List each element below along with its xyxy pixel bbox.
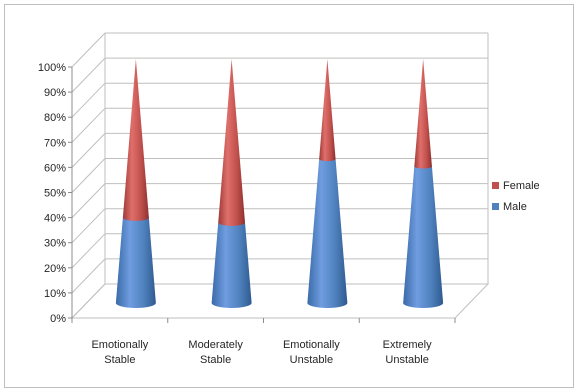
gridline-side [71,258,106,294]
male-segment [115,214,156,308]
legend-swatch-female [492,182,499,189]
male-segment [211,219,252,308]
y-tick-label: 20% [44,263,66,275]
cone-2 [307,59,348,308]
chart-floor [70,283,490,319]
gridline-side [71,32,106,68]
gridline-side [71,107,106,143]
y-tick-label: 70% [44,137,66,149]
cone-3 [403,59,444,308]
female-segment [414,59,432,169]
gridline-side [71,183,106,218]
gridline-side [71,233,106,269]
cone-1 [211,59,252,308]
x-category-label: Emotionally Unstable [283,339,340,366]
female-segment [319,59,336,162]
x-category-label: Extremely Unstable [383,339,432,366]
cone-0 [115,59,156,308]
gridline-side [71,133,106,168]
gridline-side [71,158,106,193]
gridline-side [71,208,106,244]
x-category-label: Moderately Stable [188,339,243,366]
y-tick-label: 100% [38,62,66,74]
y-tick-label: 40% [44,213,66,225]
x-category-label: Emotionally Stable [91,339,148,366]
gridline-side [71,57,106,93]
y-tick-label: 90% [44,87,66,99]
gridline-side [71,82,106,118]
legend-swatch-male [492,203,499,210]
male-segment [403,164,444,308]
female-segment [122,59,149,221]
y-tick-label: 60% [44,162,66,174]
y-tick-label: 10% [44,288,66,300]
legend-label-male: Male [503,201,527,213]
female-segment [218,59,246,226]
y-tick-label: 30% [44,238,66,250]
y-tick-label: 0% [50,313,66,325]
male-segment [307,156,348,308]
legend-label-female: Female [503,180,540,192]
y-tick-label: 80% [44,112,66,124]
chart-frame [4,4,574,388]
y-tick-label: 50% [44,188,66,200]
